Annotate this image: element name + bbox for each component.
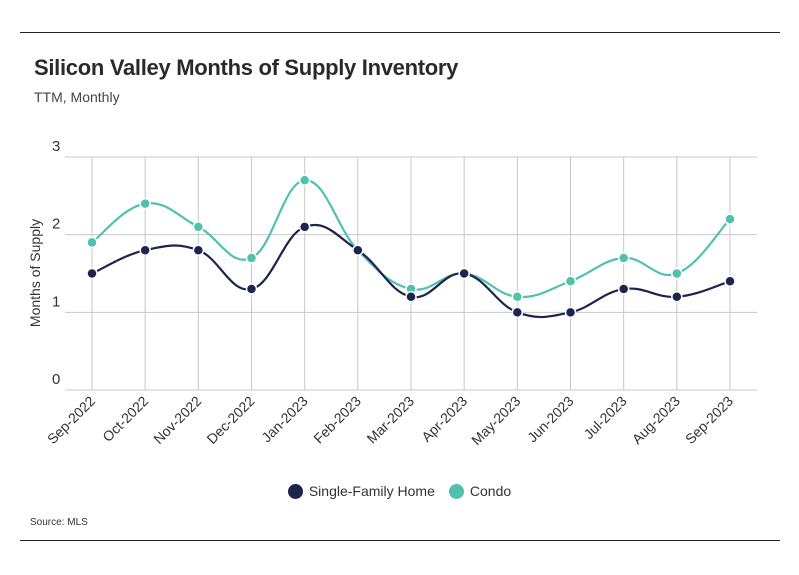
data-point-single-family [352, 244, 364, 256]
x-tick-label: Sep-2022 [44, 393, 98, 447]
chart-title: Silicon Valley Months of Supply Inventor… [34, 55, 459, 80]
data-point-condo [724, 213, 736, 225]
legend-marker-condo [448, 483, 464, 499]
data-point-single-family [511, 306, 524, 319]
series-lines [86, 174, 736, 319]
y-axis-label: Months of Supply [27, 219, 43, 327]
y-tick-label: 0 [52, 371, 60, 388]
x-tick-label: Nov-2022 [150, 393, 204, 447]
x-tick-label: Dec-2022 [203, 393, 257, 447]
data-point-condo [86, 236, 98, 249]
data-point-condo [298, 174, 311, 187]
data-point-single-family [86, 267, 98, 280]
top-rule [20, 32, 780, 33]
x-tick-label: Jul-2023 [581, 393, 630, 442]
data-point-condo [245, 252, 258, 264]
legend-item-single-family[interactable]: Single-Family Home [287, 483, 435, 499]
legend-label-condo: Condo [469, 483, 512, 499]
y-tick-label: 1 [52, 293, 60, 310]
data-point-single-family [192, 244, 205, 256]
data-point-condo [671, 267, 683, 280]
data-point-single-family [405, 291, 417, 303]
x-tick-label: Apr-2023 [418, 393, 470, 445]
data-point-condo [139, 197, 151, 210]
x-tick-label: Mar-2023 [363, 393, 417, 447]
y-tick-label: 2 [52, 216, 60, 233]
data-point-single-family [245, 283, 258, 295]
data-point-single-family [617, 283, 630, 295]
x-tick-label: Sep-2023 [682, 393, 736, 447]
legend-label-single-family: Single-Family Home [308, 483, 435, 499]
y-tick-label: 3 [52, 138, 60, 155]
data-point-single-family [458, 267, 470, 280]
data-point-single-family [564, 306, 577, 319]
legend-marker-single-family [287, 483, 303, 499]
data-point-single-family [724, 275, 736, 288]
x-tick-label: May-2023 [468, 393, 523, 448]
data-point-condo [617, 252, 630, 264]
data-point-single-family [139, 244, 151, 256]
legend-item-condo[interactable]: Condo [448, 483, 512, 499]
data-point-condo [192, 221, 205, 233]
data-point-single-family [298, 221, 311, 233]
y-tick-labels: 0 1 2 3 [52, 138, 60, 388]
legend: Single-Family Home Condo [0, 483, 799, 499]
grid-lines [65, 156, 757, 391]
x-tick-label: Aug-2023 [629, 393, 683, 447]
source-note: Source: MLS [30, 517, 88, 528]
data-point-single-family [671, 291, 683, 303]
chart-subtitle: TTM, Monthly [34, 89, 120, 105]
x-tick-label: Jun-2023 [524, 393, 577, 446]
data-point-condo [564, 275, 577, 288]
data-point-condo [511, 291, 524, 303]
bottom-rule [20, 540, 780, 541]
x-tick-label: Jan-2023 [258, 393, 311, 446]
x-tick-label: Feb-2023 [310, 393, 364, 447]
x-tick-label: Oct-2022 [99, 393, 151, 445]
